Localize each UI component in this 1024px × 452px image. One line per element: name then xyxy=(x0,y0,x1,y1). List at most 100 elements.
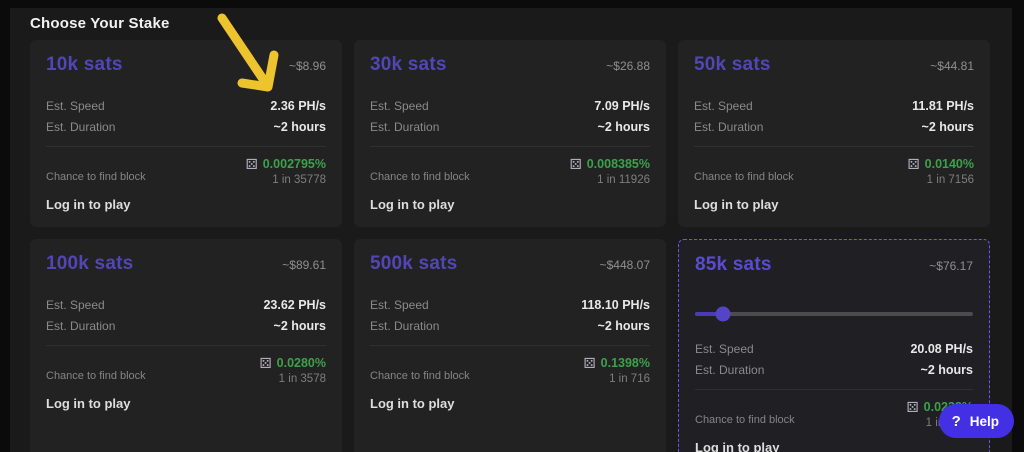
slider-fill xyxy=(695,312,723,316)
chance-odds: 1 in 3578 xyxy=(278,373,326,385)
stake-card-10k[interactable]: 10k sats ~$8.96 Est. Speed 2.36 PH/s Est… xyxy=(30,40,342,227)
card-stats: Est. Speed 118.10 PH/s Est. Duration ~2 … xyxy=(370,291,650,333)
divider xyxy=(46,345,326,346)
login-to-play-link[interactable]: Log in to play xyxy=(46,197,131,212)
stake-usd-value: ~$89.61 xyxy=(282,258,326,272)
divider xyxy=(694,146,974,147)
stake-amount: 500k sats xyxy=(370,253,458,274)
card-title-row: 100k sats ~$89.61 xyxy=(46,253,326,275)
divider xyxy=(370,345,650,346)
chance-values: ⚄ 0.008385% 1 in 11926 xyxy=(570,157,650,186)
speed-row: Est. Speed 11.81 PH/s xyxy=(694,99,974,113)
duration-row: Est. Duration ~2 hours xyxy=(370,319,650,333)
chance-values: ⚄ 0.1398% 1 in 716 xyxy=(583,356,650,385)
stake-card-100k[interactable]: 100k sats ~$89.61 Est. Speed 23.62 PH/s … xyxy=(30,239,342,452)
speed-label: Est. Speed xyxy=(370,99,429,113)
duration-value: ~2 hours xyxy=(921,120,974,134)
divider xyxy=(370,146,650,147)
page-title: Choose Your Stake xyxy=(30,15,170,32)
question-mark-icon: ? xyxy=(951,412,961,430)
chance-odds: 1 in 35778 xyxy=(272,174,326,186)
chance-odds: 1 in 7156 xyxy=(926,174,974,186)
chance-values: ⚄ 0.0280% 1 in 3578 xyxy=(259,356,326,385)
stake-card-custom-85k[interactable]: 85k sats ~$76.17 Est. Speed 20.08 PH/s E… xyxy=(678,239,990,452)
stake-amount: 100k sats xyxy=(46,253,134,274)
chance-percent: 0.002795% xyxy=(262,157,326,171)
duration-row: Est. Duration ~2 hours xyxy=(370,120,650,134)
dice-icon: ⚄ xyxy=(583,355,596,371)
speed-value: 2.36 PH/s xyxy=(270,99,326,113)
speed-value: 7.09 PH/s xyxy=(594,99,650,113)
card-stats: Est. Speed 11.81 PH/s Est. Duration ~2 h… xyxy=(694,92,974,134)
speed-label: Est. Speed xyxy=(370,298,429,312)
speed-label: Est. Speed xyxy=(695,342,754,356)
speed-row: Est. Speed 20.08 PH/s xyxy=(695,342,973,356)
chance-row: Chance to find block ⚄ 0.1398% 1 in 716 xyxy=(370,356,650,385)
stake-card-grid: 10k sats ~$8.96 Est. Speed 2.36 PH/s Est… xyxy=(30,40,1012,452)
chance-values: ⚄ 0.0140% 1 in 7156 xyxy=(907,157,974,186)
speed-value: 23.62 PH/s xyxy=(263,298,326,312)
login-to-play-link[interactable]: Log in to play xyxy=(46,396,131,411)
stake-usd-value: ~$448.07 xyxy=(599,258,650,272)
card-title-row: 10k sats ~$8.96 xyxy=(46,54,326,76)
duration-value: ~2 hours xyxy=(597,120,650,134)
chance-label: Chance to find block xyxy=(694,171,794,183)
stake-amount: 10k sats xyxy=(46,54,123,75)
duration-label: Est. Duration xyxy=(370,319,440,333)
speed-label: Est. Speed xyxy=(46,298,105,312)
duration-row: Est. Duration ~2 hours xyxy=(695,363,973,377)
help-button[interactable]: ? Help xyxy=(938,404,1014,438)
duration-label: Est. Duration xyxy=(695,363,765,377)
duration-value: ~2 hours xyxy=(597,319,650,333)
duration-value: ~2 hours xyxy=(273,319,326,333)
slider-track[interactable] xyxy=(695,312,973,316)
stake-amount-slider[interactable] xyxy=(695,306,973,322)
login-to-play-link[interactable]: Log in to play xyxy=(370,197,455,212)
card-stats: Est. Speed 2.36 PH/s Est. Duration ~2 ho… xyxy=(46,92,326,134)
speed-label: Est. Speed xyxy=(46,99,105,113)
stake-card-50k[interactable]: 50k sats ~$44.81 Est. Speed 11.81 PH/s E… xyxy=(678,40,990,227)
speed-value: 20.08 PH/s xyxy=(910,342,973,356)
duration-label: Est. Duration xyxy=(370,120,440,134)
chance-row: Chance to find block ⚄ 0.0238% 1 in 4209 xyxy=(695,400,973,429)
login-to-play-link[interactable]: Log in to play xyxy=(695,440,780,452)
speed-row: Est. Speed 7.09 PH/s xyxy=(370,99,650,113)
stake-card-500k[interactable]: 500k sats ~$448.07 Est. Speed 118.10 PH/… xyxy=(354,239,666,452)
chance-percent: 0.0140% xyxy=(924,157,974,171)
stake-usd-value: ~$26.88 xyxy=(606,59,650,73)
dice-icon: ⚄ xyxy=(906,399,919,415)
main-panel: Choose Your Stake 10k sats ~$8.96 Est. S… xyxy=(10,8,1012,452)
chance-odds: 1 in 716 xyxy=(609,373,650,385)
card-title-row: 50k sats ~$44.81 xyxy=(694,54,974,76)
duration-label: Est. Duration xyxy=(46,319,116,333)
chance-values: ⚄ 0.002795% 1 in 35778 xyxy=(246,157,326,186)
card-title-row: 30k sats ~$26.88 xyxy=(370,54,650,76)
chance-label: Chance to find block xyxy=(370,370,470,382)
chance-percent: 0.008385% xyxy=(586,157,650,171)
chance-label: Chance to find block xyxy=(46,171,146,183)
duration-value: ~2 hours xyxy=(920,363,973,377)
duration-row: Est. Duration ~2 hours xyxy=(46,120,326,134)
stake-usd-value: ~$44.81 xyxy=(930,59,974,73)
speed-label: Est. Speed xyxy=(694,99,753,113)
stake-usd-value: ~$8.96 xyxy=(288,59,326,73)
chance-odds: 1 in 11926 xyxy=(597,174,650,186)
stake-amount: 85k sats xyxy=(695,254,772,275)
chance-label: Chance to find block xyxy=(370,171,470,183)
speed-row: Est. Speed 118.10 PH/s xyxy=(370,298,650,312)
duration-row: Est. Duration ~2 hours xyxy=(694,120,974,134)
chance-row: Chance to find block ⚄ 0.0280% 1 in 3578 xyxy=(46,356,326,385)
chance-percent: 0.0280% xyxy=(276,356,326,370)
stake-card-30k[interactable]: 30k sats ~$26.88 Est. Speed 7.09 PH/s Es… xyxy=(354,40,666,227)
card-title-row: 85k sats ~$76.17 xyxy=(695,254,973,276)
login-to-play-link[interactable]: Log in to play xyxy=(370,396,455,411)
duration-row: Est. Duration ~2 hours xyxy=(46,319,326,333)
stake-amount: 30k sats xyxy=(370,54,447,75)
slider-thumb[interactable] xyxy=(715,306,731,322)
chance-row: Chance to find block ⚄ 0.0140% 1 in 7156 xyxy=(694,157,974,186)
duration-label: Est. Duration xyxy=(694,120,764,134)
help-button-label: Help xyxy=(969,413,999,429)
login-to-play-link[interactable]: Log in to play xyxy=(694,197,779,212)
dice-icon: ⚄ xyxy=(569,156,582,172)
card-stats: Est. Speed 23.62 PH/s Est. Duration ~2 h… xyxy=(46,291,326,333)
